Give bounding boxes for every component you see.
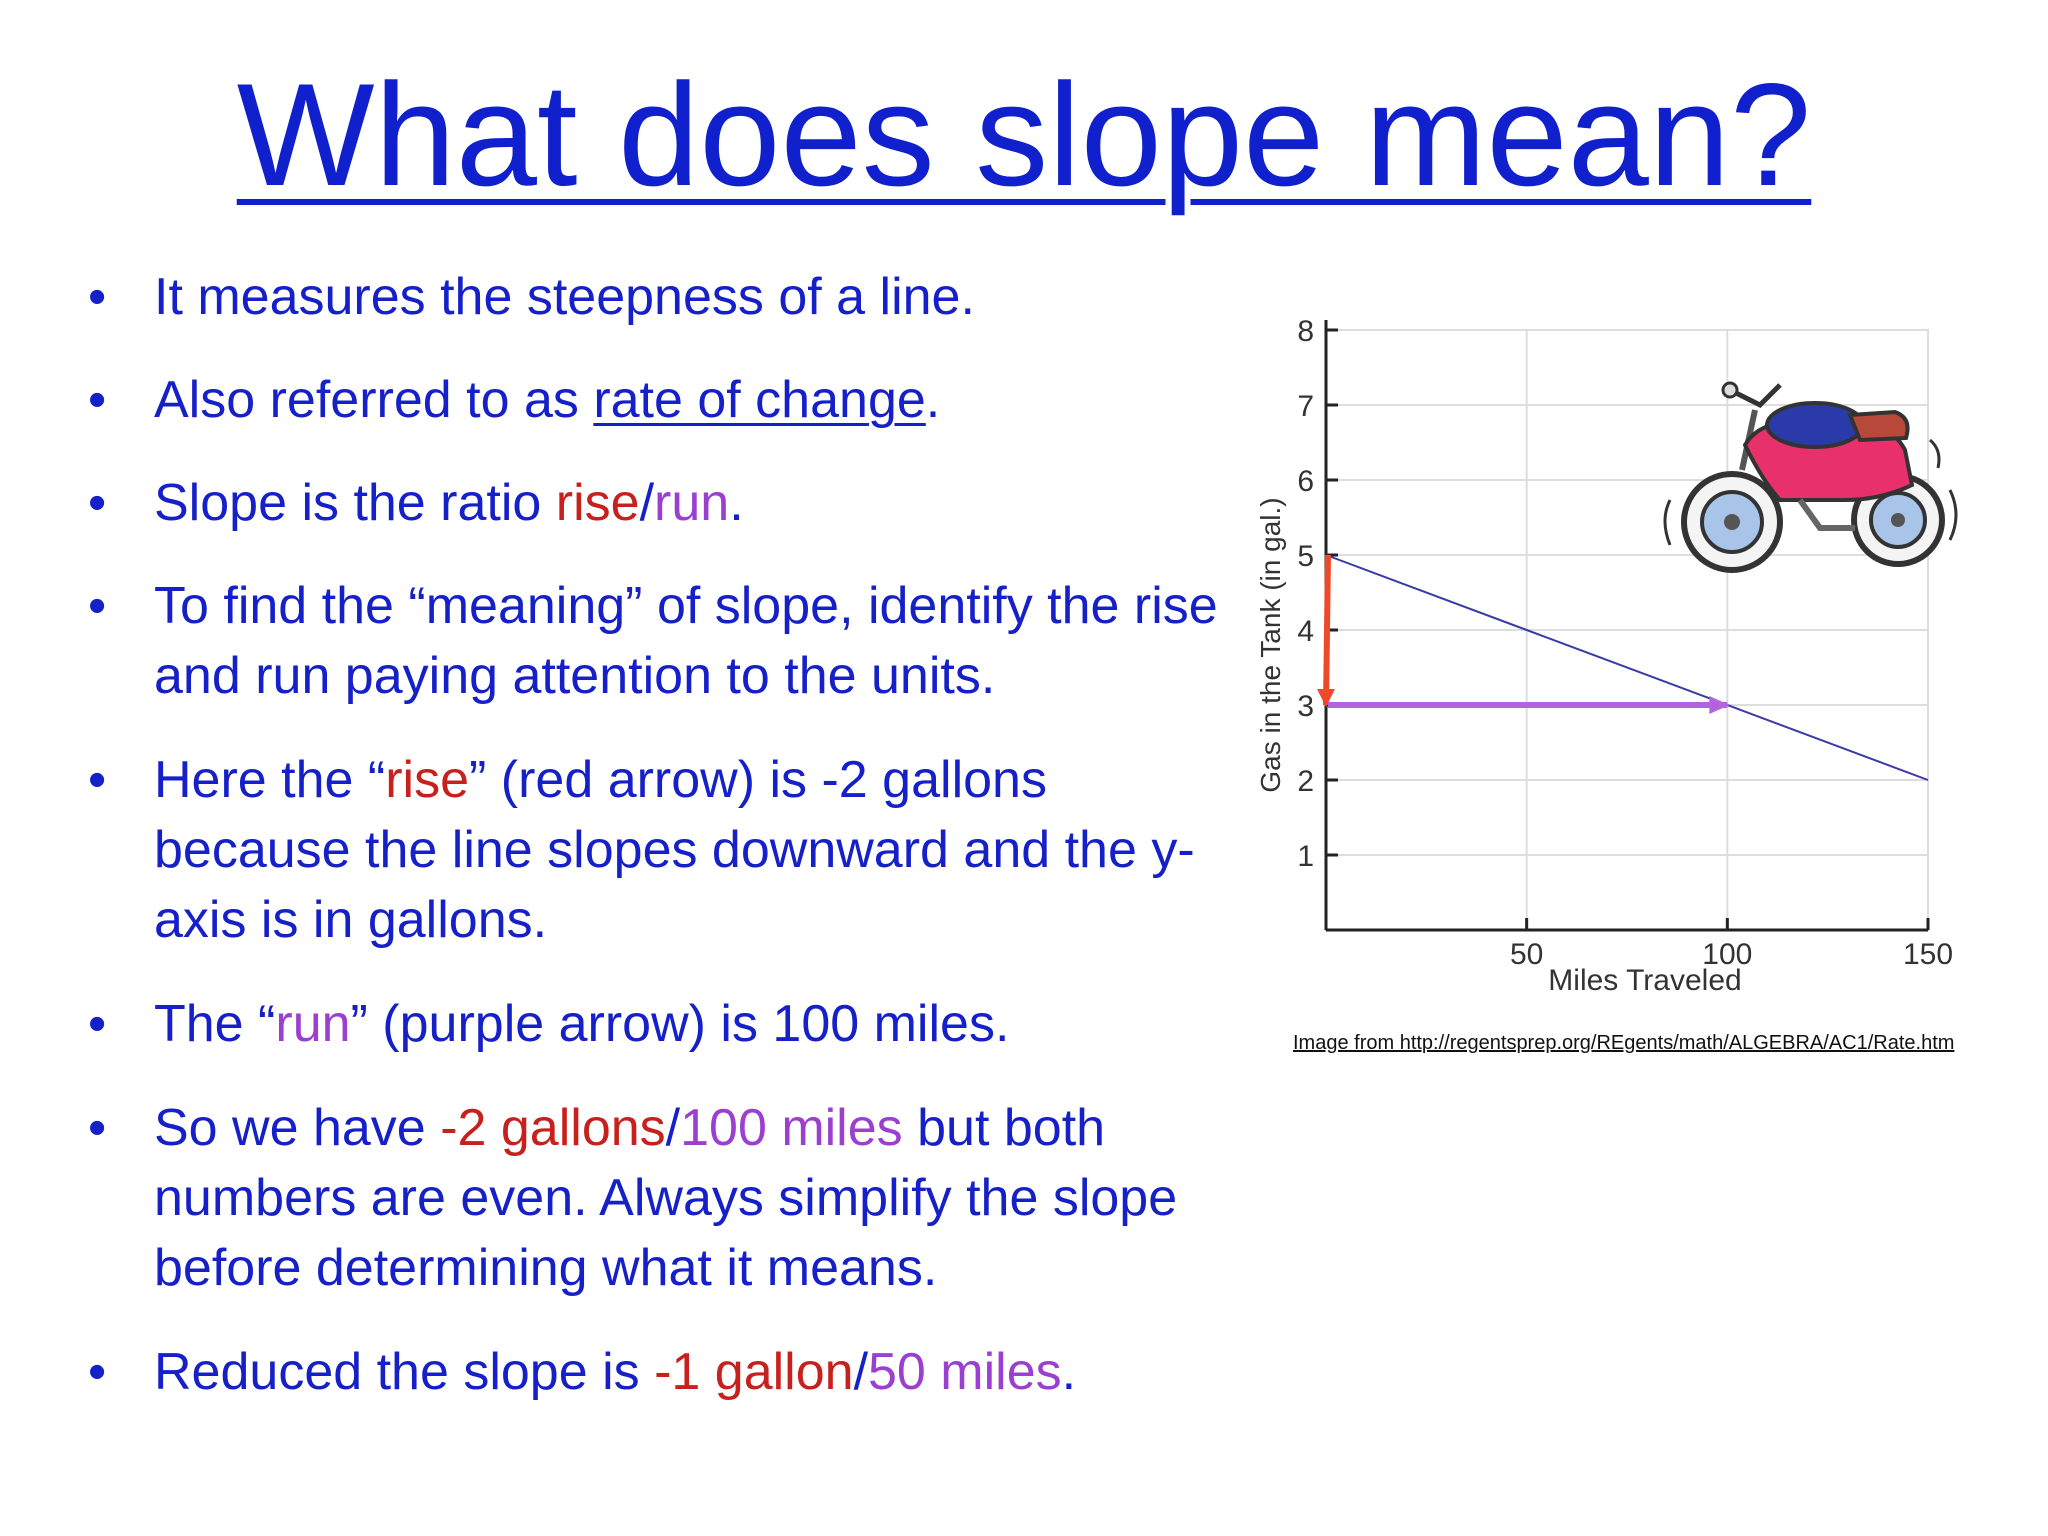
bullet-text: but both numbers are even. Always simpli…	[154, 1099, 1178, 1297]
motorcycle-icon	[1663, 381, 1958, 573]
bullet-item: It measures the steepness of a line.	[88, 262, 1228, 332]
bullet-item: Also referred to as rate of change.	[88, 365, 1228, 435]
red-text: rise	[385, 751, 470, 809]
bullet-text: Slope is the ratio	[154, 474, 556, 532]
purple-text: 50 miles	[868, 1343, 1062, 1401]
x-tick-label: 50	[1510, 938, 1543, 971]
chart-ticks: 1 2 3 4 5 6 7 8 50 100 150	[1297, 315, 1953, 971]
bullet-text: Reduced the slope is	[154, 1343, 655, 1401]
gas-mileage-chart: 1 2 3 4 5 6 7 8 50 100 150 Miles Traveled Gas in t…	[1255, 315, 1958, 997]
purple-text: 100 miles	[680, 1099, 903, 1157]
bullet-text: To find the “meaning” of slope, identify…	[154, 577, 1218, 705]
image-source-caption: Image from http://regentsprep.org/REgent…	[1293, 1032, 1955, 1054]
y-tick-label: 4	[1297, 615, 1314, 648]
bullet-text: Also referred to as	[154, 371, 594, 429]
red-text: -1 gallon	[654, 1343, 854, 1401]
x-tick-label: 150	[1903, 938, 1953, 971]
bullet-item: To find the “meaning” of slope, identify…	[88, 571, 1228, 711]
y-axis-label: Gas in the Tank (in gal.)	[1255, 497, 1286, 792]
gas-line	[1325, 554, 1929, 781]
bullet-item: The “run” (purple arrow) is 100 miles.	[88, 989, 1228, 1059]
bullet-text: The “	[154, 995, 276, 1053]
x-axis-label: Miles Traveled	[1548, 964, 1741, 997]
purple-text: run	[275, 995, 351, 1053]
red-text: -2 gallons	[440, 1099, 666, 1157]
y-tick-label: 8	[1297, 315, 1314, 348]
slide-title: What does slope mean?	[236, 53, 1812, 216]
x-tick-label: 100	[1702, 938, 1752, 971]
bullet-text: ” (purple arrow) is 100 miles.	[350, 995, 1010, 1053]
bullet-text: /	[853, 1343, 869, 1401]
underlined-term: rate of change	[593, 371, 926, 429]
y-tick-label: 1	[1297, 840, 1314, 873]
bullet-text: It measures the steepness of a line.	[154, 268, 975, 326]
red-text: rise	[555, 474, 640, 532]
bullet-text: ” (red arrow) is -2 gallons because the …	[154, 751, 1195, 949]
purple-text: run	[654, 474, 730, 532]
chart-annotations	[1317, 554, 1730, 714]
y-tick-label: 5	[1297, 540, 1314, 573]
y-tick-label: 3	[1297, 690, 1314, 723]
bullet-text: .	[925, 371, 941, 429]
bullet-text: /	[639, 474, 655, 532]
y-tick-label: 2	[1297, 765, 1314, 798]
rise-arrow	[1323, 554, 1331, 706]
bullet-text: /	[665, 1099, 681, 1157]
bullet-text: So we have	[154, 1099, 441, 1157]
rise-arrow-head	[1317, 689, 1335, 707]
bullet-text: .	[1061, 1343, 1077, 1401]
bullet-text: Here the “	[154, 751, 386, 809]
chart-series	[1325, 554, 1929, 781]
bullet-item: So we have -2 gallons/100 miles but both…	[88, 1093, 1228, 1303]
bullet-text: .	[729, 474, 744, 532]
run-arrow-head	[1709, 696, 1730, 714]
bullet-list: It measures the steepness of a line. Also…	[88, 262, 1228, 1407]
bullet-item: Here the “rise” (red arrow) is -2 gallon…	[88, 745, 1228, 955]
bullet-item: Slope is the ratio rise/run.	[88, 468, 1228, 538]
bullet-item: Reduced the slope is -1 gallon/50 miles.	[88, 1337, 1228, 1407]
y-tick-label: 7	[1297, 390, 1314, 423]
y-tick-label: 6	[1297, 465, 1314, 498]
